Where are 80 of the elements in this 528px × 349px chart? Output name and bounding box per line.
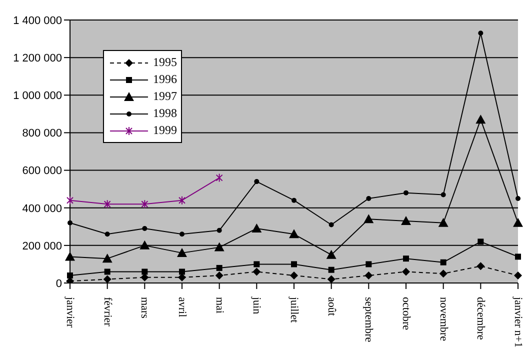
point xyxy=(140,240,150,250)
y-tick-label: 1 400 000 xyxy=(13,14,62,27)
y-tick-label: 0 xyxy=(56,278,62,290)
point xyxy=(104,200,111,209)
point xyxy=(404,190,408,196)
point xyxy=(215,271,224,280)
x-tick-label: mai xyxy=(213,297,226,314)
point xyxy=(440,259,446,266)
legend-label: 1998 xyxy=(153,106,177,121)
y-tick-label: 600 000 xyxy=(22,165,62,178)
point xyxy=(364,271,373,280)
y-tick-label: 200 000 xyxy=(22,240,62,252)
point xyxy=(214,242,224,252)
point xyxy=(104,268,110,275)
point xyxy=(478,30,484,36)
point xyxy=(326,250,336,259)
point xyxy=(292,198,296,203)
point xyxy=(142,226,148,232)
point xyxy=(66,196,74,205)
x-tick-label: mars xyxy=(138,297,151,318)
point xyxy=(327,275,336,283)
point xyxy=(216,264,222,271)
point xyxy=(216,173,223,182)
point xyxy=(438,218,448,227)
point xyxy=(440,192,446,198)
point xyxy=(478,238,484,245)
x-tick-label: janvier xyxy=(64,296,76,328)
y-tick-label: 800 000 xyxy=(22,128,62,140)
point xyxy=(476,262,485,270)
point xyxy=(254,261,260,268)
point xyxy=(290,271,298,280)
point xyxy=(216,228,222,233)
point xyxy=(102,254,112,263)
point xyxy=(252,268,261,276)
point xyxy=(252,224,262,233)
x-tick-label: juin xyxy=(250,296,263,315)
x-tick-label: avril xyxy=(176,297,188,318)
x-tick-label: novembre xyxy=(437,297,450,342)
y-tick-label: 1 200 000 xyxy=(13,52,62,64)
point xyxy=(402,268,410,276)
point xyxy=(515,254,521,260)
x-tick-label: août xyxy=(325,297,338,316)
point xyxy=(403,256,409,262)
point xyxy=(364,214,374,224)
legend-label: 1997 xyxy=(153,89,177,104)
point xyxy=(439,270,448,278)
point xyxy=(328,266,334,273)
point xyxy=(291,261,297,268)
point xyxy=(180,232,184,237)
point xyxy=(142,268,148,275)
point xyxy=(513,218,523,227)
x-tick-label: janvier n+1 xyxy=(512,296,524,348)
point xyxy=(103,275,112,283)
point xyxy=(289,229,299,238)
x-tick-label: février xyxy=(101,297,114,327)
y-tick-label: 400 000 xyxy=(22,202,62,215)
point xyxy=(68,220,72,226)
point xyxy=(177,248,187,257)
point xyxy=(366,196,372,201)
point xyxy=(401,216,411,226)
point xyxy=(179,268,185,275)
point xyxy=(476,114,486,124)
x-tick-label: octobre xyxy=(400,297,412,330)
point xyxy=(67,272,73,278)
point xyxy=(178,196,186,205)
point xyxy=(366,261,372,268)
point xyxy=(65,252,75,261)
point xyxy=(516,196,520,201)
legend-label: 1996 xyxy=(153,72,177,87)
point xyxy=(254,179,260,184)
legend-label: 1999 xyxy=(153,123,177,138)
point xyxy=(514,271,522,280)
x-tick-label: décembre xyxy=(474,297,487,340)
y-tick-label: 1 000 000 xyxy=(13,90,62,102)
x-tick-label: juillet xyxy=(288,296,300,323)
legend-label: 1995 xyxy=(153,55,177,70)
point xyxy=(328,222,334,228)
point xyxy=(104,232,110,237)
x-tick-label: septembre xyxy=(362,297,375,342)
point xyxy=(141,200,148,209)
